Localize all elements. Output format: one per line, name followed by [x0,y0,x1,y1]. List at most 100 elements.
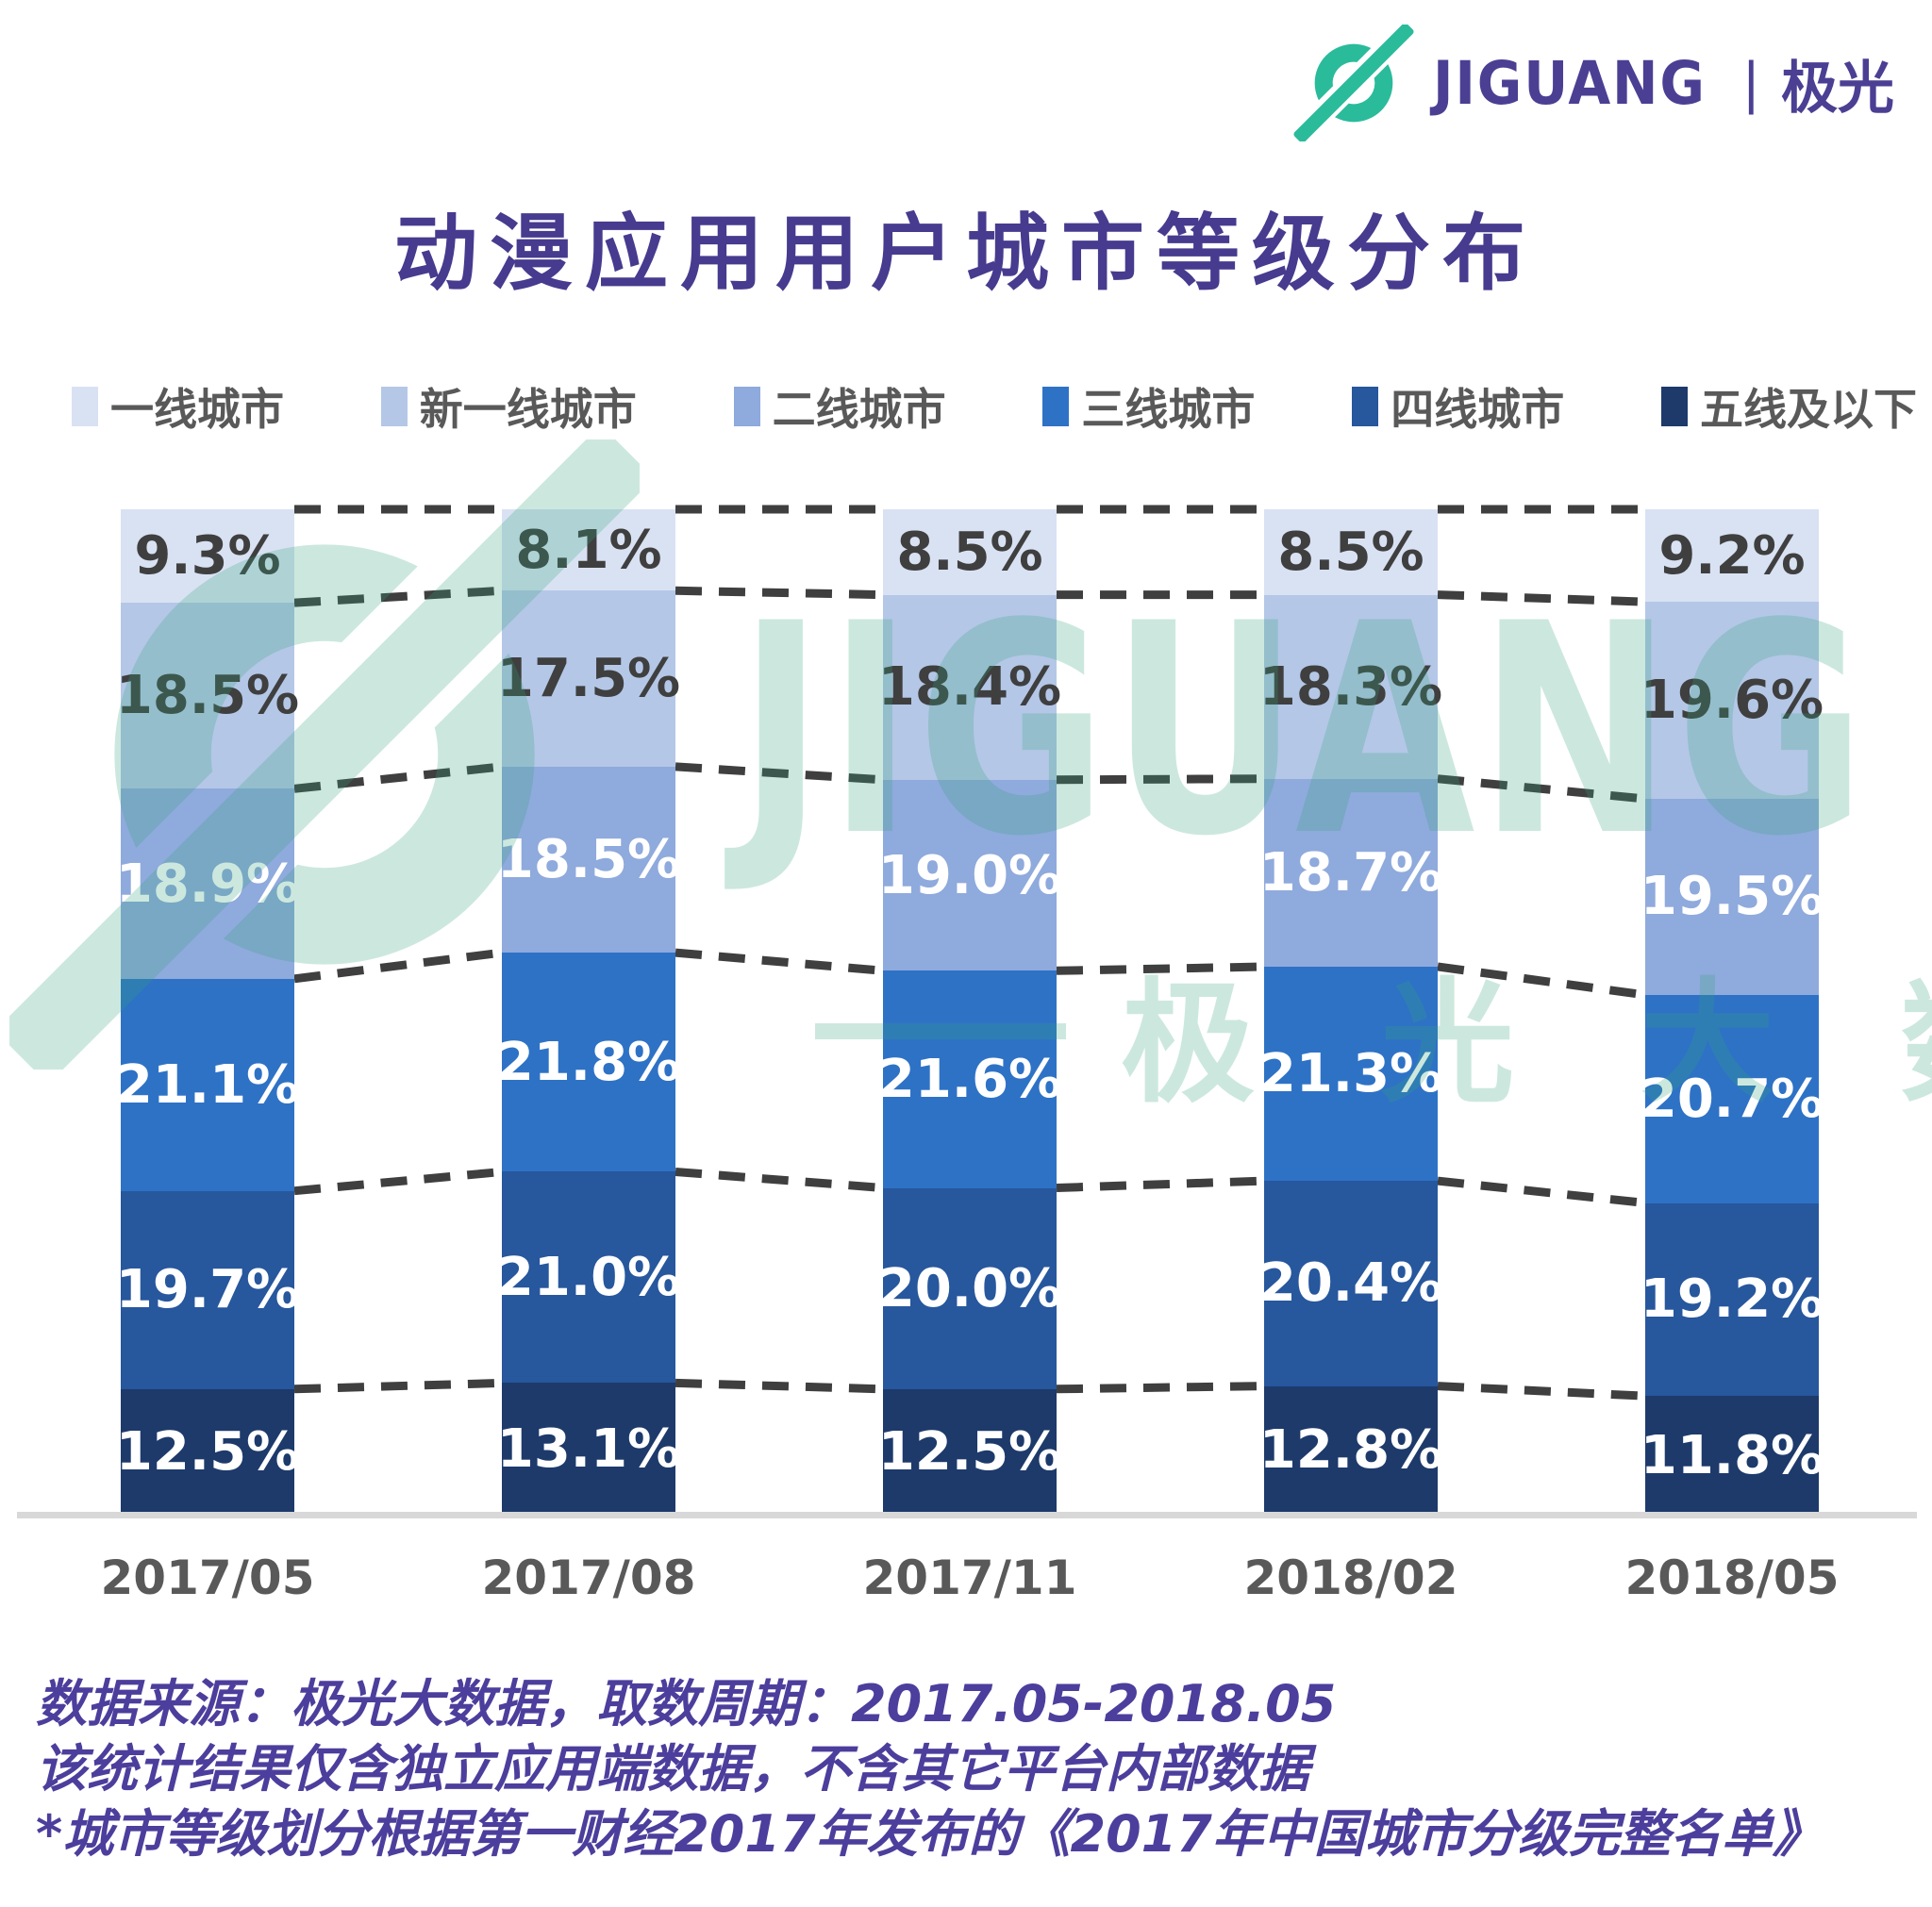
bar-segment: 21.8% [497,953,680,1172]
bar-segment: 18.5% [497,766,680,954]
segment-value-label: 17.5% [496,648,681,710]
dashed-connector [1437,1382,1646,1401]
bar-segment: 8.5% [1264,509,1438,595]
bar-segment: 20.4% [1259,1181,1442,1386]
segment-value-label: 19.7% [115,1259,300,1321]
segment-value-label: 18.5% [115,665,300,727]
dashed-connector [1056,962,1265,975]
bar-segment: 12.8% [1259,1385,1442,1515]
bar-segment: 19.7% [116,1190,299,1389]
dashed-connector [675,1378,884,1394]
dashed-connector [675,762,884,785]
legend-item: 新一线城市 [380,375,637,438]
bar-segment: 18.9% [116,788,299,979]
segment-value-label: 9.3% [134,525,281,588]
dashed-connector [1437,962,1646,1000]
dashed-connector [1056,1176,1265,1192]
segment-value-label: 21.6% [877,1048,1062,1110]
bar-segment: 19.6% [1641,602,1824,799]
bar-segment: 21.0% [497,1171,680,1384]
dashed-connector [1437,1176,1646,1207]
segment-value-label: 8.5% [896,521,1043,583]
bar-segment: 18.5% [116,603,299,789]
segment-value-label: 8.1% [515,519,662,581]
dashed-connector [293,762,503,793]
segment-value-label: 18.7% [1258,841,1443,904]
segment-value-label: 19.2% [1640,1269,1824,1331]
bar-segment: 11.8% [1641,1396,1824,1515]
footer-notes: 数据来源：极光大数据，取数周期：2017.05-2018.05 该统计结果仅含独… [36,1671,1824,1866]
x-axis-line [17,1512,1917,1518]
segment-value-label: 21.0% [496,1246,681,1308]
bar-segment: 19.5% [1641,798,1824,995]
legend-swatch [380,387,408,426]
legend-label: 新一线城市 [419,384,637,435]
legend-item: 二线城市 [733,375,946,438]
segment-value-label: 8.5% [1277,521,1424,583]
legend-label: 三线城市 [1081,384,1256,435]
bar-column: 8.5% 18.4% 19.0% 21.6% 20.0% 12.5% [878,509,1061,1515]
page-title: 动漫应用用户城市等级分布 [393,205,1538,302]
bar-segment: 8.5% [883,509,1057,595]
segment-value-label: 20.4% [1258,1252,1443,1315]
bar-segment: 20.0% [878,1187,1061,1389]
brand-name-en: JIGUANG [1433,48,1707,118]
dashed-connector [293,948,503,984]
bar-segment: 12.5% [878,1388,1061,1515]
bar-segment: 9.2% [1645,509,1819,603]
bar-segment: 21.3% [1259,967,1442,1182]
bar-segment: 19.2% [1641,1202,1824,1397]
legend-item: 五线及以下 [1660,375,1917,438]
dashed-connector [675,948,884,975]
segment-value-label: 21.3% [1258,1043,1443,1105]
jiguang-logo-icon [1293,25,1414,141]
dashed-connector [675,1168,884,1192]
chart-legend: 一线城市 新一线城市 二线城市 三线城市 四线城市 五线及以下 [72,375,1917,438]
legend-swatch [733,387,760,426]
x-axis-label: 2018/05 [1624,1550,1840,1605]
legend-label: 一线城市 [110,384,284,435]
dashed-connector [1437,590,1646,606]
segment-value-label: 18.9% [115,853,300,915]
bar-segment: 13.1% [497,1383,680,1515]
segment-value-label: 9.2% [1658,524,1806,587]
dashed-connector [1437,774,1646,804]
legend-swatch [1660,387,1688,426]
bar-segment: 21.1% [116,978,299,1191]
segment-value-label: 18.4% [877,656,1062,719]
bar-column: 9.2% 19.6% 19.5% 20.7% 19.2% 11.8% [1641,509,1824,1515]
legend-swatch [1352,387,1379,426]
dashed-connector [675,586,884,600]
segment-value-label: 20.7% [1640,1068,1824,1130]
footer-line-3: *城市等级划分根据第一财经2017年发布的《2017年中国城市分级完整名单》 [36,1804,1824,1864]
segment-value-label: 12.5% [115,1420,300,1483]
bar-segment: 19.0% [878,779,1061,971]
bar-segment: 12.5% [116,1388,299,1515]
segment-value-label: 19.6% [1640,670,1824,732]
bar-segment: 18.4% [878,594,1061,780]
bar-segment: 21.6% [878,970,1061,1188]
segment-value-label: 13.1% [496,1418,681,1480]
segment-value-label: 11.8% [1640,1424,1824,1486]
bar-segment: 20.7% [1641,994,1824,1203]
dashed-connector [1056,1382,1265,1394]
bar-column: 9.3% 18.5% 18.9% 21.1% 19.7% 12.5% [116,509,299,1515]
segment-value-label: 21.1% [115,1053,300,1116]
dashed-connector [293,1168,503,1196]
bar-segment: 18.3% [1259,594,1442,779]
segment-value-label: 12.5% [877,1420,1062,1483]
dashed-connector [293,586,503,607]
brand-divider: | [1741,51,1760,115]
segment-value-label: 18.3% [1258,655,1443,718]
footer-line-1: 数据来源：极光大数据，取数周期：2017.05-2018.05 [36,1674,1337,1733]
segment-value-label: 20.0% [877,1257,1062,1319]
brand-logo: JIGUANG | 极光 [1293,25,1894,141]
brand-name-cn: 极光 [1781,55,1894,122]
dashed-connector [1056,774,1265,785]
segment-value-label: 19.0% [877,844,1062,906]
dashed-connector [293,1378,503,1394]
x-axis-label: 2018/02 [1243,1550,1458,1605]
legend-swatch [1042,387,1070,426]
bar-column: 8.5% 18.3% 18.7% 21.3% 20.4% 12.8% [1259,509,1442,1515]
